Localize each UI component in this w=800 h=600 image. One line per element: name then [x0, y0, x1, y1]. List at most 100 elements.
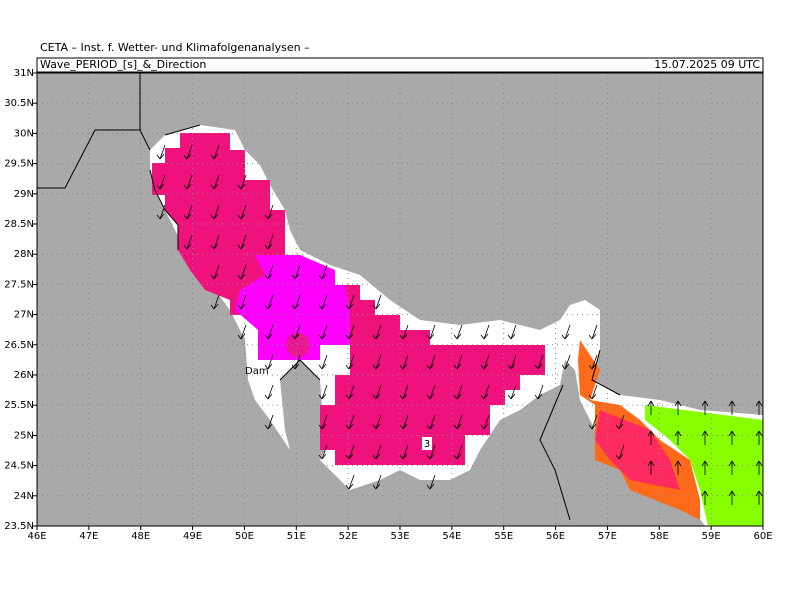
direction-arrow	[588, 414, 598, 430]
direction-arrow	[210, 144, 220, 160]
direction-arrow	[728, 490, 736, 505]
direction-arrow	[399, 414, 409, 430]
direction-arrow	[480, 354, 490, 370]
direction-arrow	[318, 354, 328, 370]
direction-arrow	[318, 324, 328, 340]
y-tick-label: 26.5N	[4, 340, 34, 351]
direction-arrow	[264, 324, 274, 340]
title-box	[36, 57, 764, 73]
direction-arrow	[453, 414, 463, 430]
direction-arrow	[755, 400, 763, 415]
direction-arrow	[674, 400, 682, 415]
direction-arrow	[183, 144, 193, 160]
x-tick-label: 48E	[131, 531, 150, 542]
direction-arrow	[399, 324, 409, 340]
x-tick-label: 55E	[494, 531, 513, 542]
x-tick-label: 54E	[442, 531, 461, 542]
direction-arrow	[701, 460, 709, 475]
direction-arrow	[701, 400, 709, 415]
contour-label: 3	[424, 439, 430, 450]
direction-arrow	[156, 144, 166, 160]
x-tick-label: 49E	[183, 531, 202, 542]
direction-arrow	[291, 294, 301, 310]
direction-arrow	[345, 324, 355, 340]
direction-arrow	[210, 294, 220, 310]
direction-arrow	[507, 324, 517, 340]
direction-arrow	[264, 294, 274, 310]
direction-arrow	[372, 354, 382, 370]
wave-period-field	[645, 405, 763, 526]
border	[37, 73, 621, 521]
direction-arrow	[345, 414, 355, 430]
direction-arrow	[728, 460, 736, 475]
direction-arrow	[453, 324, 463, 340]
direction-arrow	[264, 264, 274, 280]
direction-arrow	[701, 430, 709, 445]
direction-arrow	[345, 384, 355, 400]
direction-arrow	[210, 204, 220, 220]
x-tick-label: 50E	[235, 531, 254, 542]
x-tick-label: 52E	[339, 531, 358, 542]
direction-arrow	[480, 414, 490, 430]
wave-period-field	[595, 410, 680, 490]
direction-arrow	[237, 294, 247, 310]
direction-arrow	[210, 174, 220, 190]
direction-arrow	[480, 384, 490, 400]
y-tick-label: 24N	[14, 491, 34, 502]
direction-arrow	[237, 204, 247, 220]
direction-arrow	[453, 384, 463, 400]
y-tick-label: 30.5N	[4, 98, 34, 109]
contour-label-box	[422, 437, 432, 450]
direction-arrow	[399, 384, 409, 400]
x-tick-label: 46E	[27, 531, 46, 542]
wave-period-field	[235, 255, 350, 360]
city-label: Dam	[245, 366, 269, 377]
direction-arrow	[647, 460, 655, 475]
direction-arrow	[210, 234, 220, 250]
direction-arrow	[318, 414, 328, 430]
direction-arrow	[237, 264, 247, 280]
direction-arrow	[264, 414, 274, 430]
direction-arrow	[183, 174, 193, 190]
direction-arrow	[264, 204, 274, 220]
x-tick-label: 57E	[598, 531, 617, 542]
y-tick-label: 31N	[14, 68, 34, 79]
y-tick-label: 29N	[14, 189, 34, 200]
direction-arrow	[674, 430, 682, 445]
direction-arrow	[237, 324, 247, 340]
direction-arrow	[674, 460, 682, 475]
direction-arrow	[647, 400, 655, 415]
direction-arrow	[291, 324, 301, 340]
direction-arrow	[588, 384, 598, 400]
direction-arrow	[453, 354, 463, 370]
direction-arrow	[615, 414, 625, 430]
institute-label: CETA – Inst. f. Wetter- und Klimafolgena…	[40, 41, 310, 54]
direction-arrow	[426, 324, 436, 340]
direction-arrow	[318, 264, 328, 280]
x-tick-label: 59E	[702, 531, 721, 542]
direction-arrow	[647, 430, 655, 445]
y-tick-label: 25N	[14, 430, 34, 441]
direction-arrow	[372, 414, 382, 430]
y-tick-label: 24.5N	[4, 461, 34, 472]
y-tick-label: 25.5N	[4, 400, 34, 411]
direction-arrow	[318, 384, 328, 400]
x-tick-label: 58E	[650, 531, 669, 542]
direction-arrow	[588, 324, 598, 340]
direction-arrow	[755, 490, 763, 505]
direction-arrow	[237, 234, 247, 250]
direction-arrow	[237, 174, 247, 190]
x-tick-label: 60E	[753, 531, 772, 542]
direction-arrow	[561, 324, 571, 340]
direction-arrow	[728, 430, 736, 445]
direction-arrow	[507, 384, 517, 400]
y-tick-label: 23.5N	[4, 521, 34, 532]
direction-arrow	[372, 474, 382, 490]
direction-arrow	[345, 294, 355, 310]
y-tick-label: 30N	[14, 128, 34, 139]
x-tick-label: 53E	[390, 531, 409, 542]
direction-arrow	[399, 354, 409, 370]
direction-arrow	[426, 354, 436, 370]
direction-arrow	[426, 444, 436, 460]
